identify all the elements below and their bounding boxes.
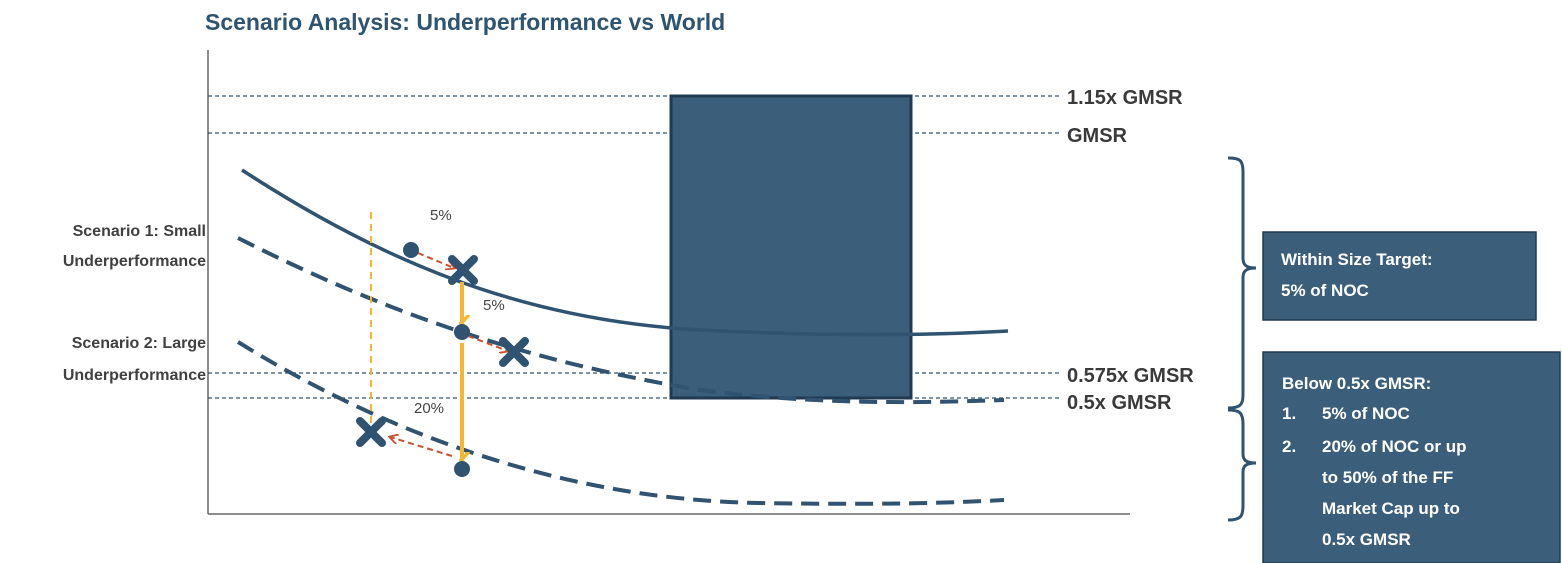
circle-marker-icon <box>454 324 470 340</box>
shift-arrow-upper <box>467 335 508 351</box>
shift-arrow-scenario-2 <box>390 437 453 457</box>
ref-label-0-575x-gmsr: 0.575x GMSR <box>1067 365 1194 387</box>
below-target-heading: Below 0.5x GMSR: <box>1282 374 1431 393</box>
circle-marker-icon <box>454 461 470 477</box>
scenario-2-label-line2: Underperformance <box>63 367 206 384</box>
x-marker-icon <box>356 417 386 447</box>
pct-label-scenario-1: 5% <box>430 207 452 224</box>
ref-label-0-5x-gmsr: 0.5x GMSR <box>1067 392 1172 414</box>
x-marker-icon <box>499 337 529 367</box>
page-title: Scenario Analysis: Underperformance vs W… <box>205 9 725 35</box>
scenario-2-label-line1: Scenario 2: Large <box>72 335 206 352</box>
scenario-1-label-line2: Underperformance <box>63 253 206 270</box>
below-target-item-1-num: 1. <box>1282 404 1296 423</box>
pct-label-step-20: 20% <box>414 400 444 417</box>
shift-arrow-scenario-1 <box>417 252 454 268</box>
within-target-line1: Within Size Target: <box>1281 250 1433 269</box>
pct-label-step-5: 5% <box>483 297 505 314</box>
within-target-box: Within Size Target: 5% of NOC <box>1262 231 1537 321</box>
below-target-item-2-line2: to 50% of the FF <box>1322 468 1453 487</box>
below-target-item-2-line3: Market Cap up to <box>1322 499 1460 518</box>
curve-dashed-lower <box>236 340 1005 506</box>
circle-marker-icon <box>403 242 419 258</box>
within-target-line2: 5% of NOC <box>1281 281 1369 300</box>
curve-solid <box>241 168 1009 337</box>
scenario-1-label-line1: Scenario 1: Small <box>73 223 206 240</box>
x-marker-icon <box>448 255 478 285</box>
below-target-item-2-num: 2. <box>1282 437 1296 456</box>
size-target-band <box>669 94 913 400</box>
below-target-item-2-line1: 20% of NOC or up <box>1322 437 1467 456</box>
below-target-item-1-text: 5% of NOC <box>1322 404 1410 423</box>
below-target-box: Below 0.5x GMSR: 1. 5% of NOC 2. 20% of … <box>1262 351 1561 563</box>
below-target-item-2-line4: 0.5x GMSR <box>1322 530 1411 549</box>
brace-within-target <box>1227 156 1257 410</box>
ref-label-1-15x-gmsr: 1.15x GMSR <box>1067 87 1183 109</box>
brace-below-target <box>1227 408 1257 522</box>
ref-label-gmsr: GMSR <box>1067 125 1128 147</box>
